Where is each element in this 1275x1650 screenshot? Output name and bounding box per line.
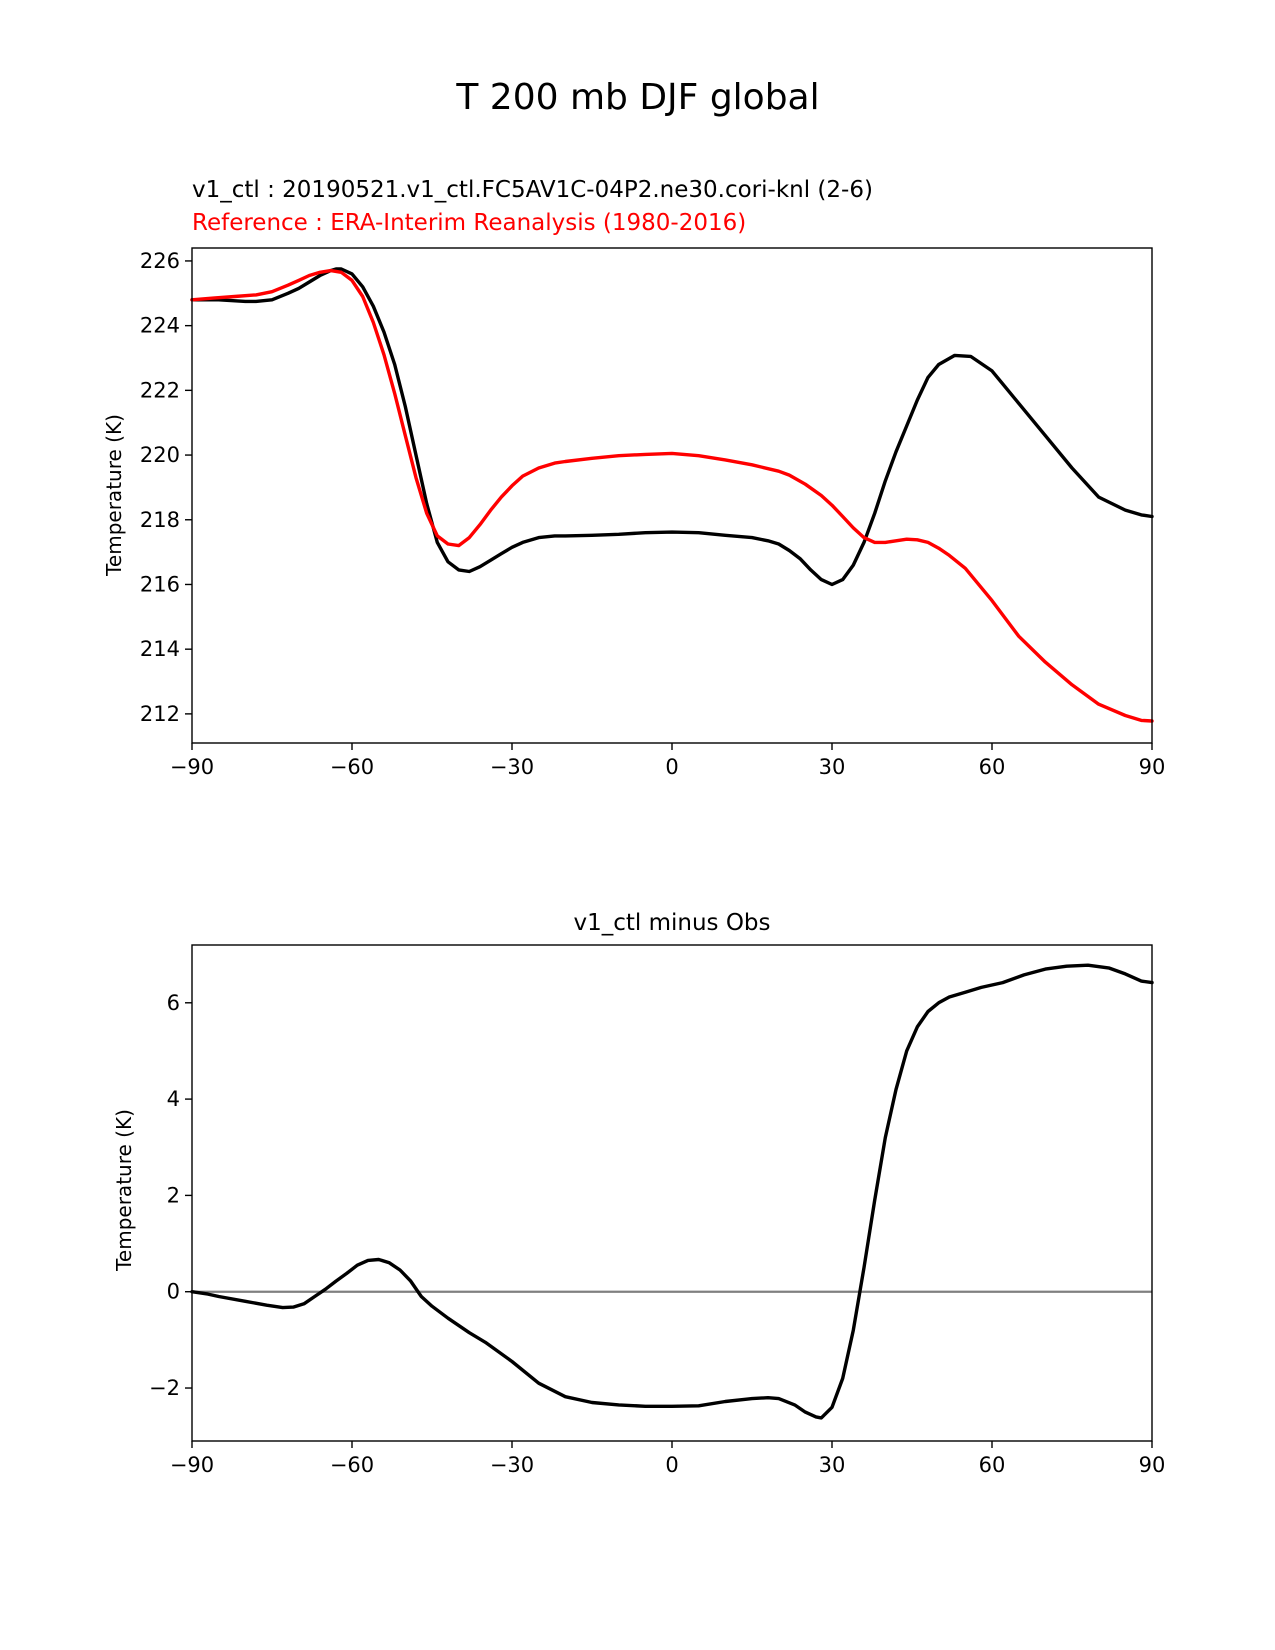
top-y-tick-label: 212	[140, 702, 180, 726]
figure-title: T 200 mb DJF global	[455, 77, 819, 118]
bottom-y-tick-label: 4	[167, 1087, 180, 1111]
top-y-tick-label: 222	[140, 378, 180, 402]
bottom-x-tick-label: 30	[819, 1453, 846, 1477]
bottom-x-tick-label: −60	[330, 1453, 374, 1477]
bottom-x-tick-label: 60	[979, 1453, 1006, 1477]
bottom-series-group	[190, 963, 1154, 1420]
bottom-plot-frame	[191, 944, 1153, 1442]
top-x-axis: −90 −60 −30 0 30 60 90	[170, 743, 1166, 779]
top-series-v1-ctl	[190, 267, 1154, 587]
bottom-y-axis-label: Temperature (K)	[112, 1109, 136, 1272]
bottom-y-tick-label: 2	[167, 1183, 180, 1207]
bottom-y-axis: −2 0 2 4 6	[149, 991, 192, 1400]
bottom-panel-title: v1_ctl minus Obs	[573, 910, 770, 936]
top-x-tick-label: 0	[665, 755, 678, 779]
top-y-tick-label: 214	[140, 637, 180, 661]
bottom-x-tick-label: 0	[665, 1453, 678, 1477]
test-label: v1_ctl : 20190521.v1_ctl.FC5AV1C-04P2.ne…	[192, 177, 873, 203]
top-x-tick-label: 90	[1139, 755, 1166, 779]
top-series-group	[190, 267, 1154, 723]
top-y-tick-label: 220	[140, 443, 180, 467]
bottom-x-tick-label: −90	[170, 1453, 214, 1477]
top-x-tick-label: 60	[979, 755, 1006, 779]
bottom-y-tick-label: 6	[167, 991, 180, 1015]
top-x-tick-label: 30	[819, 755, 846, 779]
top-y-tick-label: 226	[140, 249, 180, 273]
top-series-era-interim	[190, 268, 1154, 723]
top-x-tick-label: −30	[490, 755, 534, 779]
bottom-x-tick-label: −30	[490, 1453, 534, 1477]
top-y-tick-label: 224	[140, 314, 180, 338]
bottom-series-difference	[190, 963, 1154, 1420]
top-x-tick-label: −60	[330, 755, 374, 779]
bottom-x-axis: −90 −60 −30 0 30 60 90	[170, 1441, 1166, 1477]
reference-label: Reference : ERA-Interim Reanalysis (1980…	[192, 210, 746, 236]
top-y-tick-label: 218	[140, 508, 180, 532]
top-y-axis: 212 214 216 218 220 222 224 226	[140, 249, 192, 726]
top-y-tick-label: 216	[140, 572, 180, 596]
bottom-y-tick-label: −2	[149, 1376, 180, 1400]
top-plot-area: −90 −60 −30 0 30 60 90 212 214 216 218 220 222 224 22…	[102, 247, 1166, 779]
top-x-tick-label: −90	[170, 755, 214, 779]
top-plot-frame	[191, 247, 1153, 744]
bottom-x-tick-label: 90	[1139, 1453, 1166, 1477]
bottom-plot-area: −90 −60 −30 0 30 60 90 −2 0 2 4 6 Temperature (K)	[112, 944, 1166, 1477]
top-y-axis-label: Temperature (K)	[102, 414, 126, 577]
bottom-y-tick-label: 0	[167, 1280, 180, 1304]
